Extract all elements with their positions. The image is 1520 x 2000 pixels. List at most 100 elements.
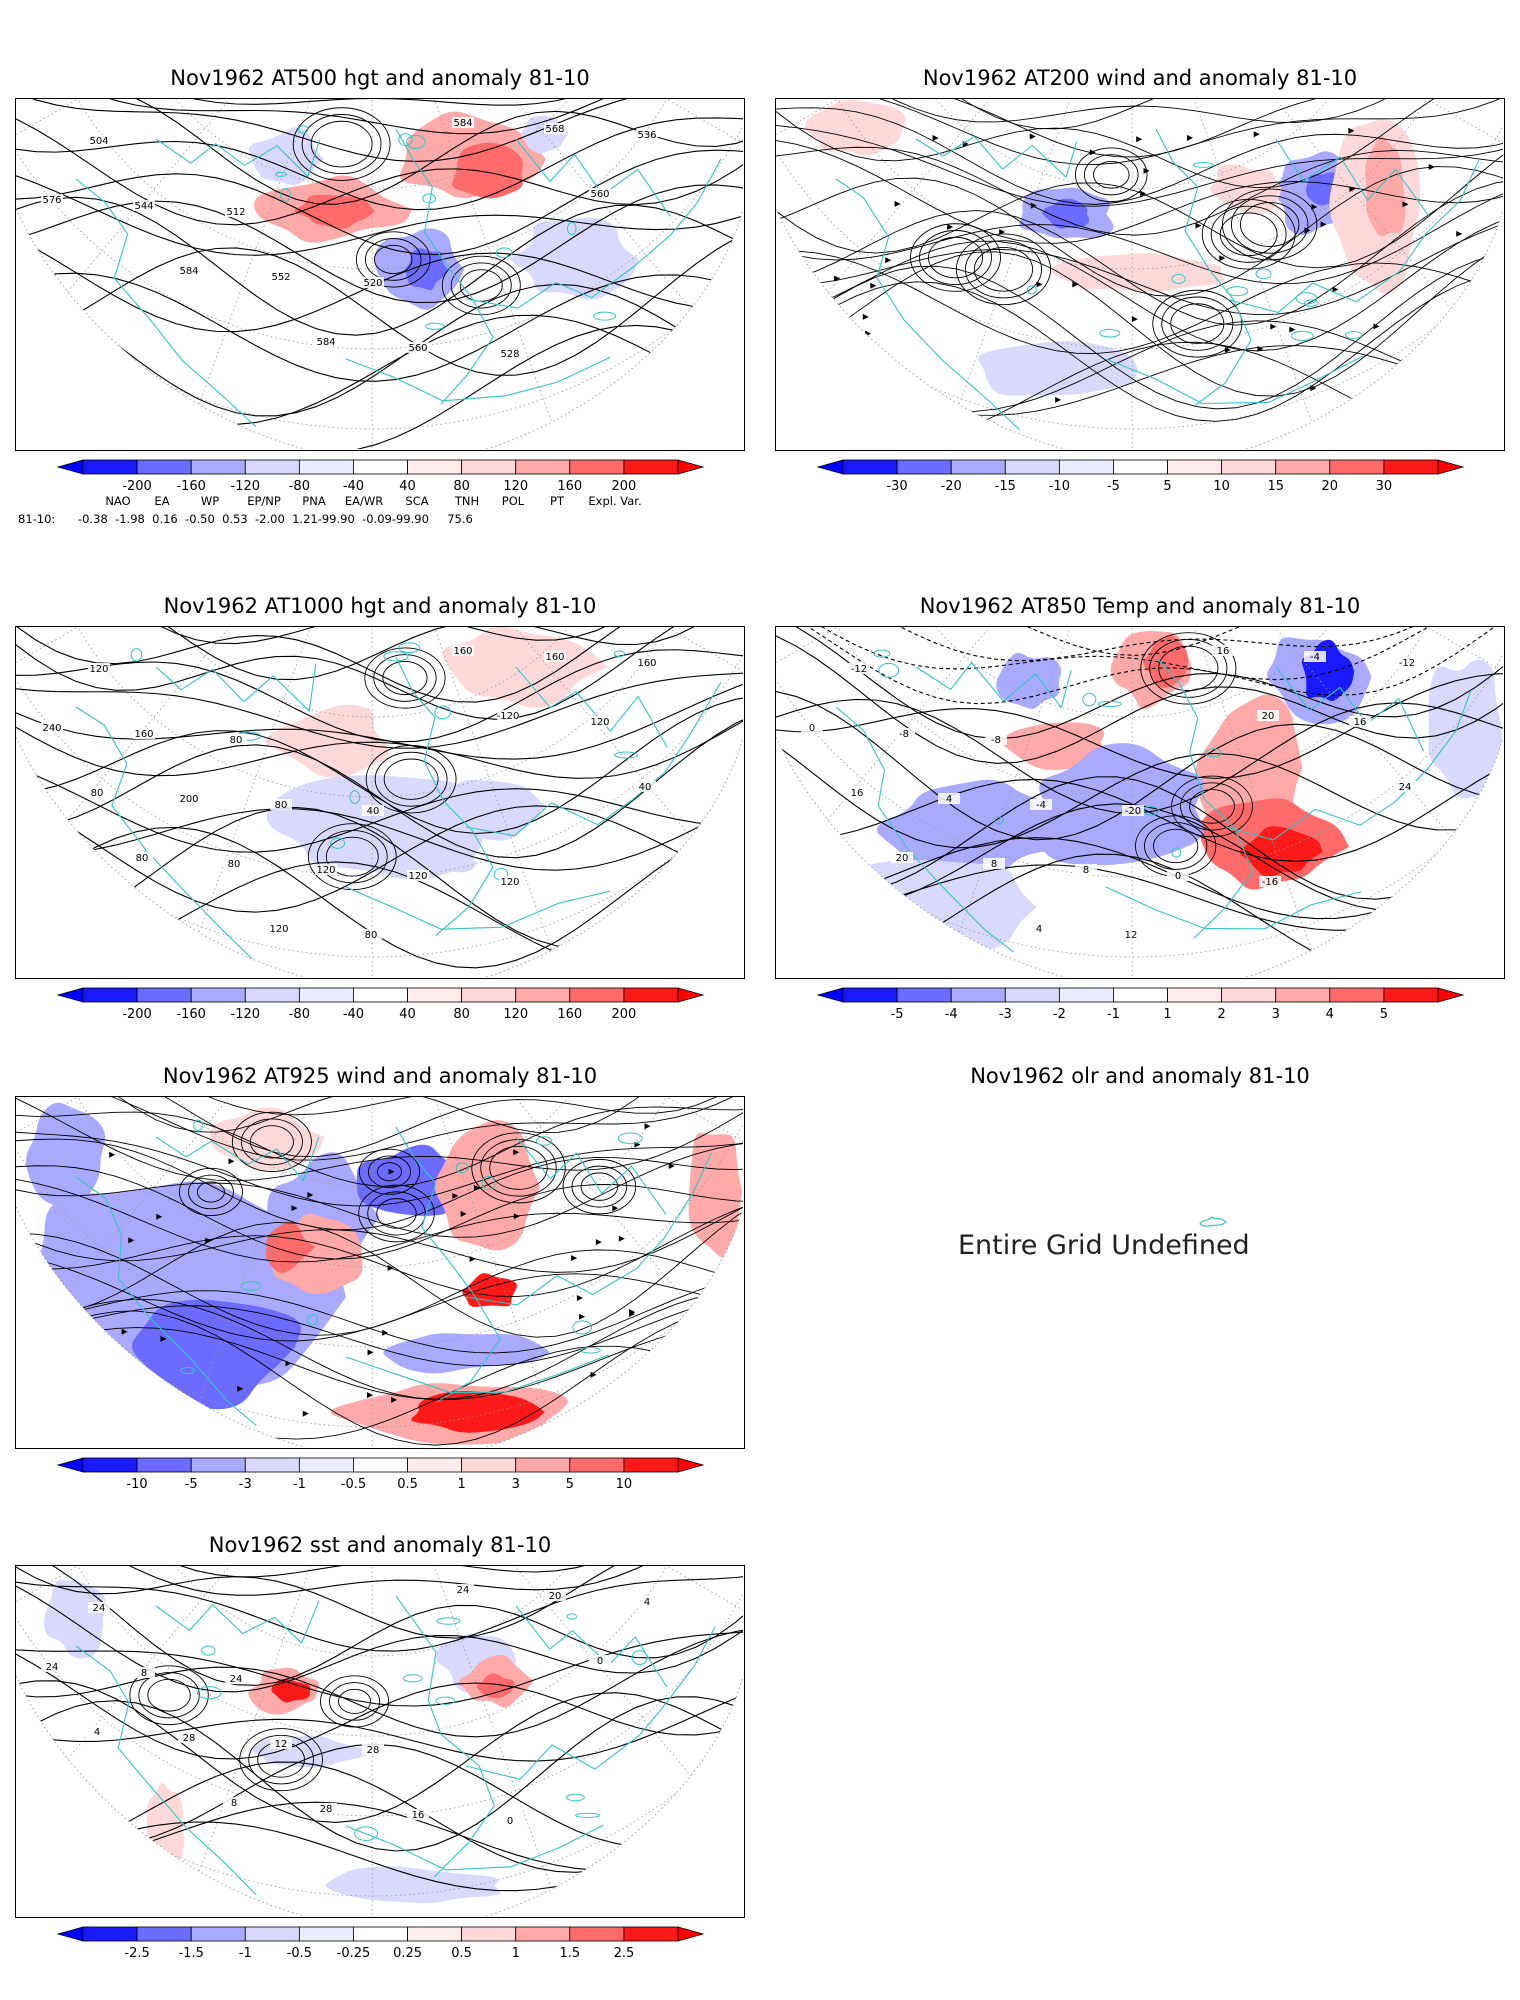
contour-line [16,117,743,211]
streamline [776,345,1503,416]
contour-label: 80 [365,930,378,941]
index-headers: NAO EA WP EP/NP PNA EA/WR SCA TNH POL PT Expl. Var… [18,494,650,508]
coastline [345,1354,610,1394]
colorbar-segment [1058,459,1114,475]
wind-arrowhead [947,223,954,230]
island-outline [1171,847,1182,858]
wind-arrowhead [205,1237,212,1244]
contour-label: 504 [89,136,108,147]
streamline [776,122,1503,207]
colorbar-tick-label: -160 [176,1007,206,1022]
island-outline [240,1281,262,1291]
colorbar-segment [1329,987,1385,1003]
closed-contour [239,1728,323,1792]
contour-label-bg [362,277,384,288]
wind-arrowhead [307,1191,314,1198]
colorbar-tick-label: -2 [1053,1007,1066,1022]
contour-line [16,1576,743,1693]
island-outline [180,1366,195,1375]
contour-label-bg [938,793,960,804]
colorbar-segment [515,1926,571,1942]
island-outline [425,322,445,330]
contour-label: 28 [320,1804,333,1815]
closed-contour [382,660,428,696]
contour-label-bg [452,1584,474,1595]
streamline [776,179,1503,326]
colorbar-tick-label: -5 [1107,479,1120,494]
contour-label-bg [801,722,823,733]
wind-arrowhead [473,1184,480,1191]
anomaly-shade [411,1390,545,1433]
contour-label-bg [88,1602,110,1613]
colorbar-segment [298,1926,354,1942]
contour-label: 512 [226,207,245,218]
coastline [75,1645,257,1896]
wind-arrowhead [1456,230,1463,237]
closed-contour [310,120,373,168]
closed-contour [147,1678,191,1712]
anomaly-shade [248,127,324,186]
contour-line [16,713,743,859]
contour-label-bg [88,663,110,674]
contour-label-bg [41,1661,63,1672]
island-outline [535,1136,553,1146]
contour-label: -16 [1262,877,1278,888]
colorbar-tick-label: 2 [1217,1007,1225,1022]
island-outline [274,171,287,177]
coastline [155,663,317,712]
contour-label: 8 [231,1798,237,1809]
anomaly-shade [1239,826,1323,877]
colorbar-tick-label: -20 [941,479,962,494]
contour-line [16,798,743,871]
wind-arrowhead [1187,134,1194,141]
contour-label-bg [1030,799,1052,810]
anomaly-shade [688,1132,743,1258]
contour-line [16,184,743,304]
streamline-vortex [240,1118,303,1166]
colorbar-tick-label: -1 [1107,1007,1120,1022]
colorbar-segment [136,459,192,475]
coastline [1275,666,1425,752]
colorbar-segment [298,1457,354,1473]
closed-contour [1153,828,1199,864]
streamline [776,107,1503,205]
contour-line [16,272,743,382]
coastline [1225,690,1472,841]
streamline-vortex [927,236,983,279]
contour-line [16,1680,743,1824]
coastline [835,706,1014,953]
latitude-circle [16,1566,743,1897]
colorbar-tick-label: 1 [1163,1007,1171,1022]
contour-label-bg [315,336,337,347]
contour-label: 20 [549,1591,562,1602]
contour-label-bg [268,923,290,934]
colorbar-tick-label: 40 [399,1007,416,1022]
colorbar-segment [407,987,463,1003]
colorbar-segment [461,987,517,1003]
colorbar-tick-label: -80 [289,1007,310,1022]
colorbar-segment [569,459,625,475]
streamline-vortex [1152,289,1243,358]
contour-label-bg [315,864,337,875]
streamline [16,1200,743,1273]
contour-label-bg [634,781,656,792]
anomaly-shade [44,1579,106,1659]
colorbar-segment [1004,987,1060,1003]
colorbar-segment [896,459,952,475]
wind-arrowhead [1311,204,1318,211]
contour-line [16,149,743,256]
streamline [776,215,1503,352]
contour-label: -4 [1036,800,1046,811]
streamline [16,1306,743,1446]
colorbar-segment [82,459,138,475]
wind-arrowhead [367,1392,374,1399]
wind-arrowhead [104,1407,111,1414]
contour-label: 16 [1217,646,1230,657]
closed-contour [383,758,439,800]
contour-label: 240 [42,723,61,734]
streamline [776,187,1503,285]
colorbar-tick-label: 3 [512,1477,520,1492]
colorbar-tick-label: 5 [1380,1007,1388,1022]
contour-line [16,627,743,645]
contour-line [776,627,1503,681]
